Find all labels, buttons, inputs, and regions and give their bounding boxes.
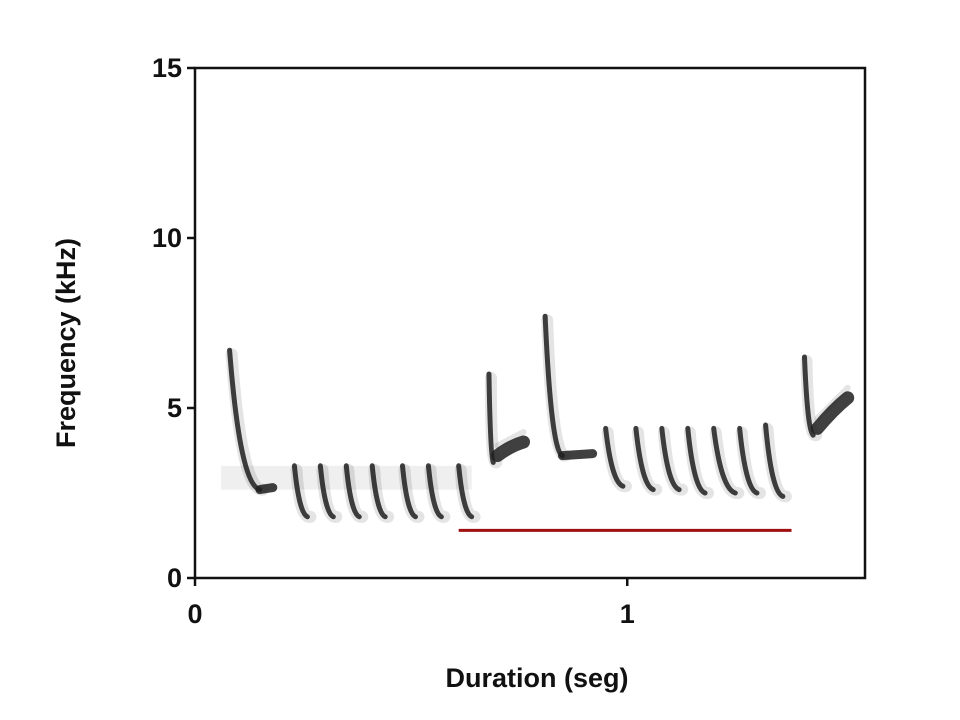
spectrogram-element — [631, 425, 663, 496]
spectrogram-element — [761, 422, 792, 503]
spectrogram-element — [454, 463, 481, 523]
x-axis-title: Duration (seg) — [445, 663, 628, 693]
spectrogram-element — [810, 384, 855, 435]
spectrogram-element — [657, 425, 689, 496]
spectrogram-element — [398, 463, 425, 523]
y-axis-title: Frequency (kHz) — [51, 238, 81, 448]
noise-band — [220, 465, 472, 490]
axes: 0 5 10 15 0 1 — [152, 53, 635, 629]
x-tick-label: 0 — [187, 599, 202, 629]
plot-frame — [193, 66, 867, 580]
spectrogram-element — [601, 425, 632, 493]
spectrogram-element — [541, 313, 598, 462]
y-tick-label: 10 — [152, 223, 182, 253]
spectrogram-element — [491, 429, 531, 463]
x-tick-label: 1 — [620, 599, 635, 629]
spectrogram-element — [368, 463, 395, 523]
spectrogram-element — [709, 425, 745, 499]
y-tick-label: 0 — [167, 563, 182, 593]
spectrogram-element — [342, 463, 369, 523]
y-tick-label: 15 — [152, 53, 182, 83]
spectrogram-element — [290, 463, 317, 523]
spectrogram-element — [735, 425, 766, 499]
y-tick-label: 5 — [167, 393, 182, 423]
spectrogram-element — [225, 347, 278, 496]
spectrogram-marks — [220, 313, 855, 523]
spectrogram-element — [683, 425, 715, 499]
spectrogram-element — [484, 371, 503, 469]
spectrogram-element — [424, 463, 451, 523]
spectrogram-element — [316, 463, 343, 523]
spectrogram-element — [800, 354, 823, 442]
